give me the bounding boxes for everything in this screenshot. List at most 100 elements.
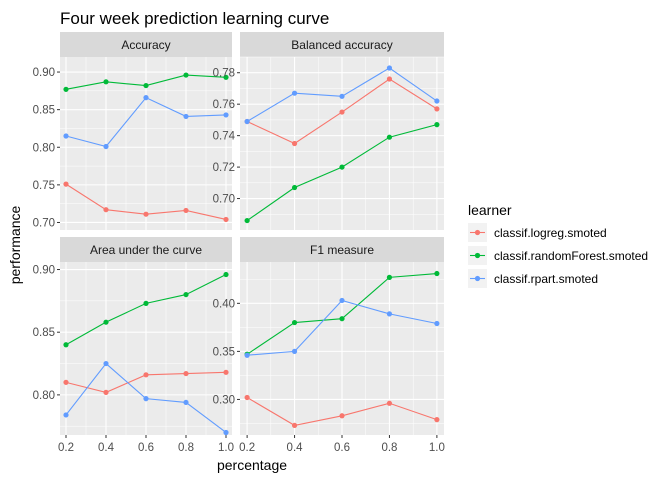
x-tick-label: 0.2: [58, 442, 74, 454]
x-tick-label: 1.0: [218, 442, 234, 454]
data-point-classif-randomforest-smoted: [143, 82, 149, 89]
strip-label-area-under-the-curve: Area under the curve: [90, 243, 202, 257]
data-point-classif-randomforest-smoted: [63, 342, 69, 348]
strip-area-under-the-curve: [60, 237, 232, 262]
data-point-classif-rpart-smoted: [386, 311, 393, 317]
legend-label: classif.randomForest.smoted: [494, 249, 648, 263]
y-tick-label: 0.76: [213, 99, 235, 111]
panel-f1-measure: F1 measure 0.30 0.35 0.40 0.2 0.4 0.6 0.8 1.0: [213, 237, 445, 454]
data-point-classif-randomforest-smoted: [386, 274, 393, 280]
data-point-classif-randomforest-smoted: [434, 270, 440, 277]
y-tick-label: 0.85: [33, 327, 55, 339]
data-point-classif-logreg-smoted: [63, 181, 69, 187]
y-tick-label: 0.80: [33, 142, 55, 154]
data-point-classif-rpart-smoted: [244, 352, 250, 358]
data-point-classif-randomforest-smoted: [339, 316, 345, 322]
legend-key-point: [474, 275, 481, 282]
data-point-classif-randomforest-smoted: [291, 319, 298, 326]
data-point-classif-logreg-smoted: [291, 140, 298, 147]
data-point-classif-rpart-smoted: [291, 348, 298, 354]
panel-area-under-the-curve: Area under the curve 0.80 0.85 0.90 0.2 0.4 0.…: [33, 237, 234, 454]
x-tick-label: 0.4: [98, 442, 115, 454]
legend-entry-classif-rpart-smoted: classif.rpart.smoted: [468, 269, 598, 288]
y-tick-label: 0.90: [33, 67, 55, 79]
data-point-classif-randomforest-smoted: [183, 291, 189, 298]
x-tick-label: 1.0: [429, 442, 445, 454]
data-point-classif-rpart-smoted: [223, 429, 229, 436]
data-point-classif-rpart-smoted: [291, 90, 298, 96]
data-point-classif-logreg-smoted: [244, 394, 250, 401]
data-point-classif-logreg-smoted: [339, 413, 345, 419]
data-point-classif-logreg-smoted: [223, 216, 229, 223]
data-point-classif-rpart-smoted: [339, 297, 345, 304]
data-point-classif-rpart-smoted: [63, 133, 69, 139]
data-point-classif-rpart-smoted: [244, 118, 250, 125]
y-axis-title: performance: [7, 205, 23, 284]
data-point-classif-logreg-smoted: [434, 417, 440, 423]
data-point-classif-randomforest-smoted: [63, 86, 69, 92]
data-point-classif-logreg-smoted: [183, 370, 189, 377]
data-point-classif-logreg-smoted: [386, 400, 393, 406]
data-point-classif-randomforest-smoted: [339, 164, 345, 170]
strip-balanced-accuracy: [240, 32, 444, 57]
data-point-classif-randomforest-smoted: [103, 319, 109, 325]
data-point-classif-randomforest-smoted: [183, 72, 189, 78]
x-tick-label: 0.6: [138, 442, 154, 454]
data-point-classif-randomforest-smoted: [103, 79, 109, 85]
data-point-classif-rpart-smoted: [339, 93, 345, 99]
data-point-classif-randomforest-smoted: [223, 271, 229, 278]
x-axis-title: percentage: [217, 457, 287, 473]
y-tick-label: 0.30: [213, 394, 235, 406]
y-tick-label: 0.70: [213, 194, 235, 206]
data-point-classif-randomforest-smoted: [244, 217, 250, 224]
data-point-classif-logreg-smoted: [103, 207, 109, 213]
data-point-classif-logreg-smoted: [223, 369, 229, 375]
strip-accuracy: [60, 32, 232, 57]
data-point-classif-randomforest-smoted: [143, 300, 149, 306]
data-point-classif-rpart-smoted: [223, 112, 229, 118]
data-point-classif-logreg-smoted: [63, 379, 69, 385]
data-point-classif-logreg-smoted: [143, 211, 149, 217]
data-point-classif-randomforest-smoted: [291, 184, 298, 191]
strip-f1-measure: [240, 237, 444, 262]
strip-label-balanced-accuracy: Balanced accuracy: [291, 38, 392, 52]
data-point-classif-rpart-smoted: [434, 98, 440, 104]
legend-label: classif.logreg.smoted: [494, 226, 607, 240]
strip-label-f1-measure: F1 measure: [310, 243, 374, 257]
legend-title: learner: [468, 202, 512, 218]
data-point-classif-rpart-smoted: [103, 143, 109, 150]
data-point-classif-logreg-smoted: [143, 372, 149, 378]
data-point-classif-rpart-smoted: [143, 396, 149, 402]
panel-balanced-accuracy: Balanced accuracy 0.70 0.72 0.74 0.76 0.78: [213, 32, 444, 230]
strip-label-accuracy: Accuracy: [121, 38, 170, 52]
facet-panels: Accuracy 0.70 0.75 0.80 0.85 0.90 Balanced acc…: [33, 32, 445, 454]
y-tick-label: 0.90: [33, 265, 55, 277]
y-tick-label: 0.75: [33, 180, 55, 192]
data-point-classif-rpart-smoted: [63, 412, 69, 418]
x-tick-label: 0.6: [334, 442, 350, 454]
y-tick-label: 0.74: [213, 131, 236, 143]
data-point-classif-rpart-smoted: [386, 65, 393, 71]
data-point-classif-rpart-smoted: [183, 399, 189, 406]
data-point-classif-logreg-smoted: [291, 422, 298, 428]
data-point-classif-logreg-smoted: [434, 106, 440, 112]
y-tick-label: 0.70: [33, 217, 55, 229]
y-tick-label: 0.78: [213, 68, 235, 80]
y-tick-label: 0.40: [213, 298, 235, 310]
panel-accuracy: Accuracy 0.70 0.75 0.80 0.85 0.90: [33, 32, 232, 230]
legend-label: classif.rpart.smoted: [494, 272, 598, 286]
y-tick-label: 0.72: [213, 162, 235, 174]
x-tick-label: 0.8: [381, 442, 397, 454]
data-point-classif-logreg-smoted: [183, 207, 189, 214]
data-point-classif-logreg-smoted: [103, 389, 109, 395]
x-tick-label: 0.2: [239, 442, 255, 454]
legend-key-point: [474, 252, 481, 259]
legend-entry-classif-logreg-smoted: classif.logreg.smoted: [468, 223, 607, 242]
legend-key-point: [474, 229, 481, 236]
data-point-classif-logreg-smoted: [339, 109, 345, 115]
chart-title: Four week prediction learning curve: [60, 9, 329, 28]
data-point-classif-rpart-smoted: [103, 360, 109, 367]
data-point-classif-rpart-smoted: [183, 113, 189, 120]
data-point-classif-rpart-smoted: [434, 320, 440, 327]
